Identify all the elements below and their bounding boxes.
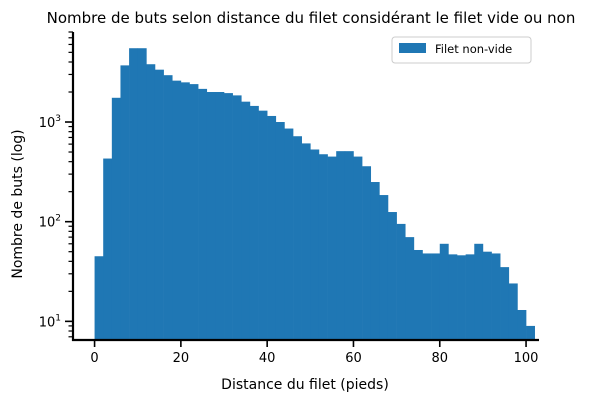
x-tick-label: 20 <box>173 351 190 366</box>
histogram-bar <box>387 212 397 340</box>
histogram-bar <box>379 195 389 340</box>
legend: Filet non-vide <box>391 36 532 64</box>
histogram-bar <box>111 97 121 340</box>
histogram-bar <box>318 154 328 340</box>
histogram-bar <box>241 101 251 341</box>
histogram-bar <box>465 254 475 340</box>
y-axis-label: Nombre de buts (log) <box>10 129 26 278</box>
histogram-bar <box>353 156 363 340</box>
histogram-bar <box>103 158 113 340</box>
histogram-bar <box>198 88 208 340</box>
x-tick-label: 40 <box>259 351 276 366</box>
x-tick-label: 100 <box>514 351 539 366</box>
bars-group <box>94 48 535 341</box>
histogram-bar <box>224 93 233 341</box>
histogram-bar <box>189 84 199 340</box>
histogram-bar <box>154 69 164 340</box>
y-tick-label: 103 <box>39 114 61 131</box>
legend-label-filet-non-vide: Filet non-vide <box>435 42 512 56</box>
histogram-bar <box>94 256 104 340</box>
histogram-bar <box>457 255 466 340</box>
histogram-bar <box>293 136 302 340</box>
histogram-bar <box>448 254 458 340</box>
x-axis-label: Distance du filet (pieds) <box>221 377 389 393</box>
histogram-bar <box>439 243 449 340</box>
histogram-bar <box>267 115 277 341</box>
histogram-bar <box>431 253 441 340</box>
histogram-bar <box>405 237 415 340</box>
x-tick-label: 60 <box>345 351 362 366</box>
histogram-bar <box>180 82 190 341</box>
histogram-bar <box>336 151 346 340</box>
histogram-bar <box>206 92 216 341</box>
histogram-bar <box>172 80 182 341</box>
histogram-bar <box>517 309 527 340</box>
histogram-bar <box>344 151 354 340</box>
x-tick-label: 0 <box>90 351 98 366</box>
histogram-bar <box>232 95 242 340</box>
histogram-bar <box>137 48 147 340</box>
axes-group <box>71 32 539 342</box>
legend-frame <box>391 36 532 64</box>
y-tick-label: 102 <box>39 214 61 231</box>
histogram-bar <box>482 251 492 340</box>
histogram-bar <box>413 249 423 340</box>
histogram-bar <box>422 253 432 340</box>
histogram-bar <box>215 92 225 341</box>
histogram-bar <box>249 105 259 340</box>
chart-title: Nombre de buts selon distance du filet c… <box>47 9 576 27</box>
histogram-bar <box>362 166 372 340</box>
histogram-bar <box>163 75 173 340</box>
histogram-bar <box>474 243 484 340</box>
histogram-bar <box>500 267 510 340</box>
histogram-bar <box>327 156 337 340</box>
histogram-bar <box>310 149 320 340</box>
histogram-bar <box>120 65 130 340</box>
histogram-bar <box>491 253 501 340</box>
histogram-bar <box>258 110 268 340</box>
histogram-bar <box>526 325 535 340</box>
histogram-bar <box>396 223 406 340</box>
histogram-bar <box>146 64 156 340</box>
legend-swatch-filet-non-vide <box>399 43 426 53</box>
histogram-bar <box>508 283 518 340</box>
histogram-bar <box>370 182 380 340</box>
histogram-bar <box>301 143 311 340</box>
x-tick-label: 80 <box>431 351 448 366</box>
histogram-bar <box>284 128 294 340</box>
ticks-group: 0 20 40 60 80 100 101 102 103 <box>39 31 539 366</box>
y-tick-label: 101 <box>39 313 61 330</box>
histogram-bar <box>275 122 285 340</box>
histogram-bar <box>129 48 139 340</box>
